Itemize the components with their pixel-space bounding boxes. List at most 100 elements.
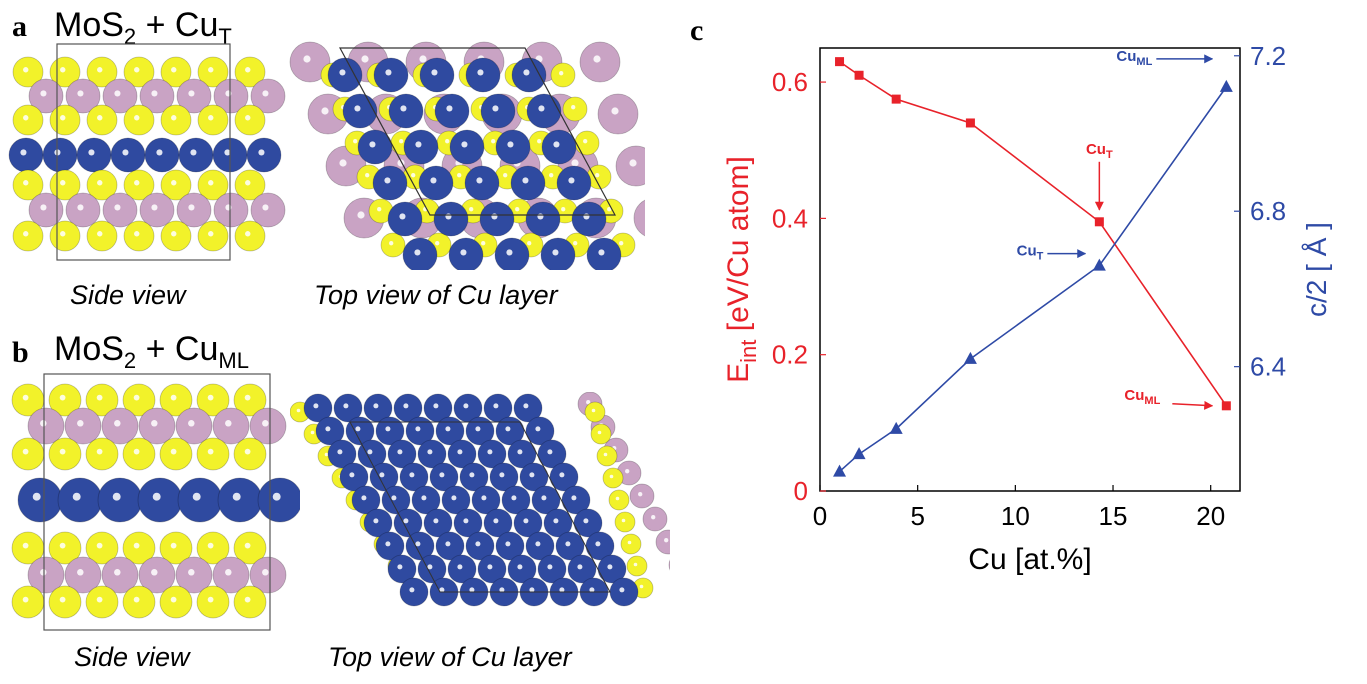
sulfur-atom xyxy=(12,169,44,201)
sulfur-atom xyxy=(159,531,193,565)
sulfur-atom xyxy=(48,585,82,619)
copper-atom xyxy=(448,237,484,270)
copper-atom xyxy=(495,129,531,165)
sulfur-atom xyxy=(123,56,155,88)
y-left-tick-label: 0.4 xyxy=(772,203,808,233)
sulfur-atom xyxy=(86,104,118,136)
molybdenum-atom xyxy=(138,407,176,445)
sulfur-atom xyxy=(122,383,156,417)
unit-cell-outline xyxy=(349,421,611,593)
copper-atom xyxy=(609,577,639,607)
sulfur-atom xyxy=(196,585,230,619)
sulfur-atom xyxy=(160,220,192,252)
panel-b: b MoS2 + CuML Side view Top view of Cu l… xyxy=(0,330,670,684)
y-left-tick-label: 0.2 xyxy=(772,340,808,370)
sulfur-atom xyxy=(196,531,230,565)
molybdenum-atom xyxy=(64,556,102,594)
sulfur-atom xyxy=(12,56,44,88)
sulfur-atom xyxy=(11,531,45,565)
panel-a-title: MoS2 + CuT xyxy=(54,6,232,50)
copper-atom xyxy=(418,165,454,201)
copper-atom xyxy=(494,237,530,270)
molybdenum-atom xyxy=(139,78,175,114)
molybdenum-atom xyxy=(101,556,139,594)
plot-frame xyxy=(819,47,1241,492)
sulfur-atom xyxy=(85,383,119,417)
copper-atom xyxy=(549,462,579,492)
panel-a-title-mos: MoS xyxy=(54,6,124,44)
copper-atom xyxy=(513,393,543,423)
series-line-0 xyxy=(839,60,1227,407)
copper-atom xyxy=(567,554,597,584)
copper-atom xyxy=(441,485,471,515)
molybdenum-atom xyxy=(642,506,668,532)
copper-atom xyxy=(387,201,423,237)
sulfur-atom xyxy=(48,531,82,565)
sulfur-atom xyxy=(48,383,82,417)
sulfur-atom xyxy=(86,169,118,201)
y-axis-left-label-main: E xyxy=(722,363,755,383)
data-point-square xyxy=(854,70,864,80)
molybdenum-atom xyxy=(175,407,213,445)
data-point-triangle xyxy=(889,421,903,434)
y-left-tick-label: 0.6 xyxy=(772,67,808,97)
sulfur-atom xyxy=(562,96,588,122)
chart: 0 5 10 15 20 0 0.2 0.4 0.6 6.4 6.8 7.2 CuT CuML CuT Cu… xyxy=(722,41,1332,576)
sulfur-atom xyxy=(48,437,82,471)
copper-atom xyxy=(339,462,369,492)
copper-atom xyxy=(537,439,567,469)
copper-atom xyxy=(540,237,576,270)
copper-atom xyxy=(477,439,507,469)
copper-atom xyxy=(405,531,435,561)
sulfur-atom xyxy=(197,104,229,136)
sulfur-atom xyxy=(602,467,624,489)
copper-atom xyxy=(97,477,143,523)
copper-atom xyxy=(144,137,180,173)
copper-atom xyxy=(465,416,495,446)
copper-atom xyxy=(556,165,592,201)
copper-atom xyxy=(402,237,438,270)
copper-atom xyxy=(531,485,561,515)
copper-atom xyxy=(513,508,543,538)
molybdenum-atom xyxy=(668,559,670,571)
panel-b-top-caption: Top view of Cu layer xyxy=(328,642,572,672)
sulfur-atom xyxy=(368,198,394,224)
molybdenum-atom xyxy=(655,529,670,555)
molybdenum-atom xyxy=(289,41,331,83)
copper-atom xyxy=(489,462,519,492)
molybdenum-atom xyxy=(250,192,286,228)
sulfur-atom xyxy=(85,585,119,619)
panel-a-title-sub2: 2 xyxy=(123,23,137,49)
copper-atom xyxy=(373,57,409,93)
sulfur-atom xyxy=(122,531,156,565)
panel-a-side-caption: Side view xyxy=(70,280,186,310)
y-axis-left-label: Eint [eV/Cu atom] xyxy=(722,156,761,383)
copper-atom xyxy=(525,416,555,446)
sulfur-atom xyxy=(86,56,118,88)
annotation-arrow xyxy=(1172,400,1214,410)
molybdenum-atom xyxy=(139,192,175,228)
copper-atom xyxy=(357,129,393,165)
sulfur-atom xyxy=(380,232,406,258)
panel-a-top-view xyxy=(289,41,645,270)
copper-atom xyxy=(177,477,223,523)
copper-atom xyxy=(507,554,537,584)
copper-atom xyxy=(510,165,546,201)
molybdenum-atom xyxy=(65,192,101,228)
y-axis-left-label-rest: [eV/Cu atom] xyxy=(722,156,755,339)
copper-atom xyxy=(327,57,363,93)
sulfur-atom xyxy=(11,383,45,417)
copper-atom xyxy=(246,137,282,173)
copper-atom xyxy=(519,462,549,492)
molybdenum-atom xyxy=(102,192,138,228)
x-tick-label: 20 xyxy=(1196,501,1225,531)
sulfur-atom xyxy=(86,220,118,252)
sulfur-atom xyxy=(550,62,576,88)
y-axis-right-label: c/2 [ Å ] xyxy=(1301,222,1332,317)
sulfur-atom xyxy=(196,383,230,417)
sulfur-atom xyxy=(11,585,45,619)
unit-cell-outline xyxy=(338,47,617,216)
copper-atom xyxy=(417,439,447,469)
annotation-label: CuT xyxy=(1017,243,1044,263)
sulfur-atom xyxy=(584,401,606,423)
